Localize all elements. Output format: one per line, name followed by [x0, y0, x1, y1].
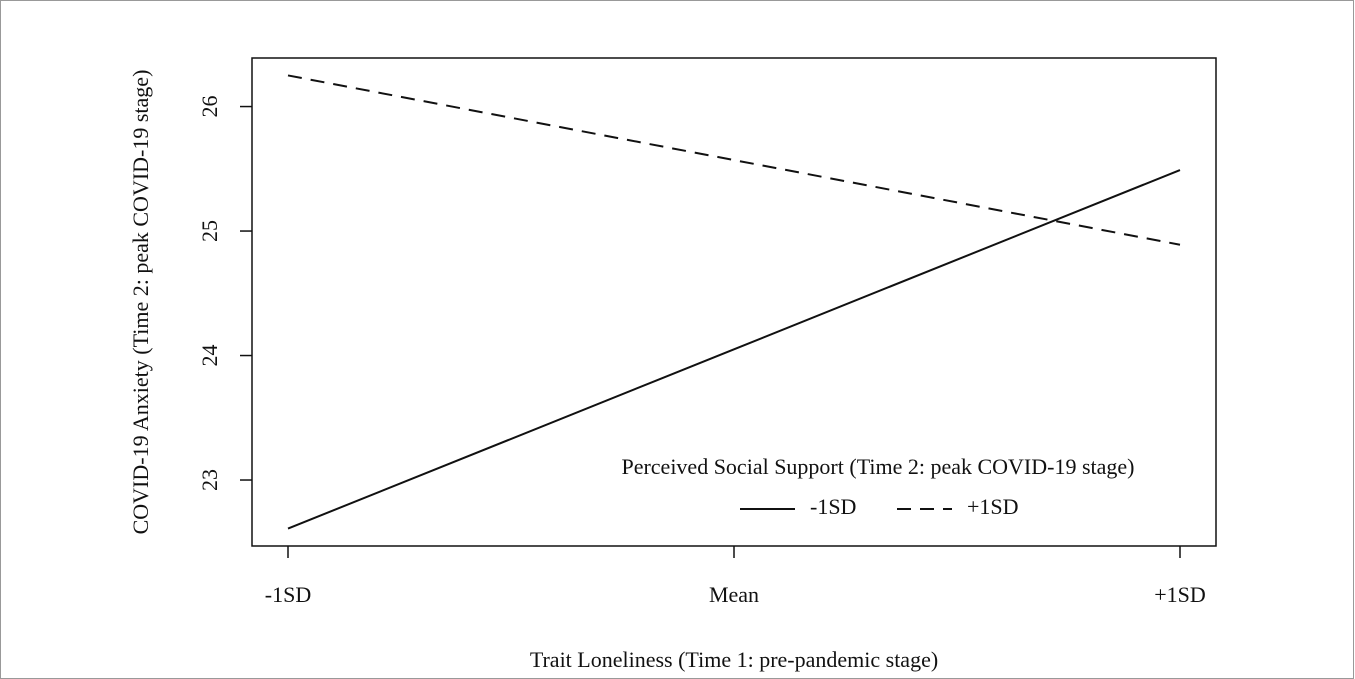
line-series — [287, 169, 1181, 530]
x-tick-label: Mean — [709, 582, 759, 607]
x-tick-label: -1SD — [265, 582, 311, 607]
y-axis-label: COVID-19 Anxiety (Time 2: peak COVID-19 … — [128, 70, 153, 535]
y-tick-label: 24 — [197, 345, 222, 367]
legend-label: -1SD — [810, 494, 856, 519]
y-tick-label: 26 — [197, 96, 222, 118]
x-axis-label: Trait Loneliness (Time 1: pre-pandemic s… — [530, 647, 938, 672]
line-series — [287, 74, 1181, 246]
y-tick-label: 23 — [197, 469, 222, 491]
legend-title: Perceived Social Support (Time 2: peak C… — [621, 454, 1134, 479]
legend-label: +1SD — [967, 494, 1019, 519]
y-tick-label: 25 — [197, 220, 222, 242]
x-tick-label: +1SD — [1154, 582, 1206, 607]
